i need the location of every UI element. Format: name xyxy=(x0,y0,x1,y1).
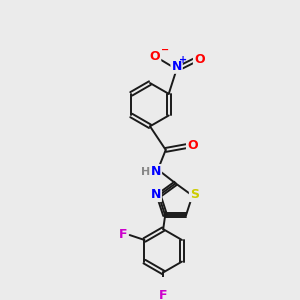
Text: O: O xyxy=(150,50,160,63)
Text: F: F xyxy=(118,228,127,241)
Text: −: − xyxy=(161,45,169,55)
Text: S: S xyxy=(190,188,199,201)
Text: O: O xyxy=(187,140,198,152)
Text: +: + xyxy=(179,56,188,65)
Text: O: O xyxy=(194,53,205,66)
Text: N: N xyxy=(151,188,161,201)
Text: N: N xyxy=(151,165,161,178)
Text: F: F xyxy=(159,289,167,300)
Text: H: H xyxy=(141,167,151,177)
Text: N: N xyxy=(171,60,182,73)
